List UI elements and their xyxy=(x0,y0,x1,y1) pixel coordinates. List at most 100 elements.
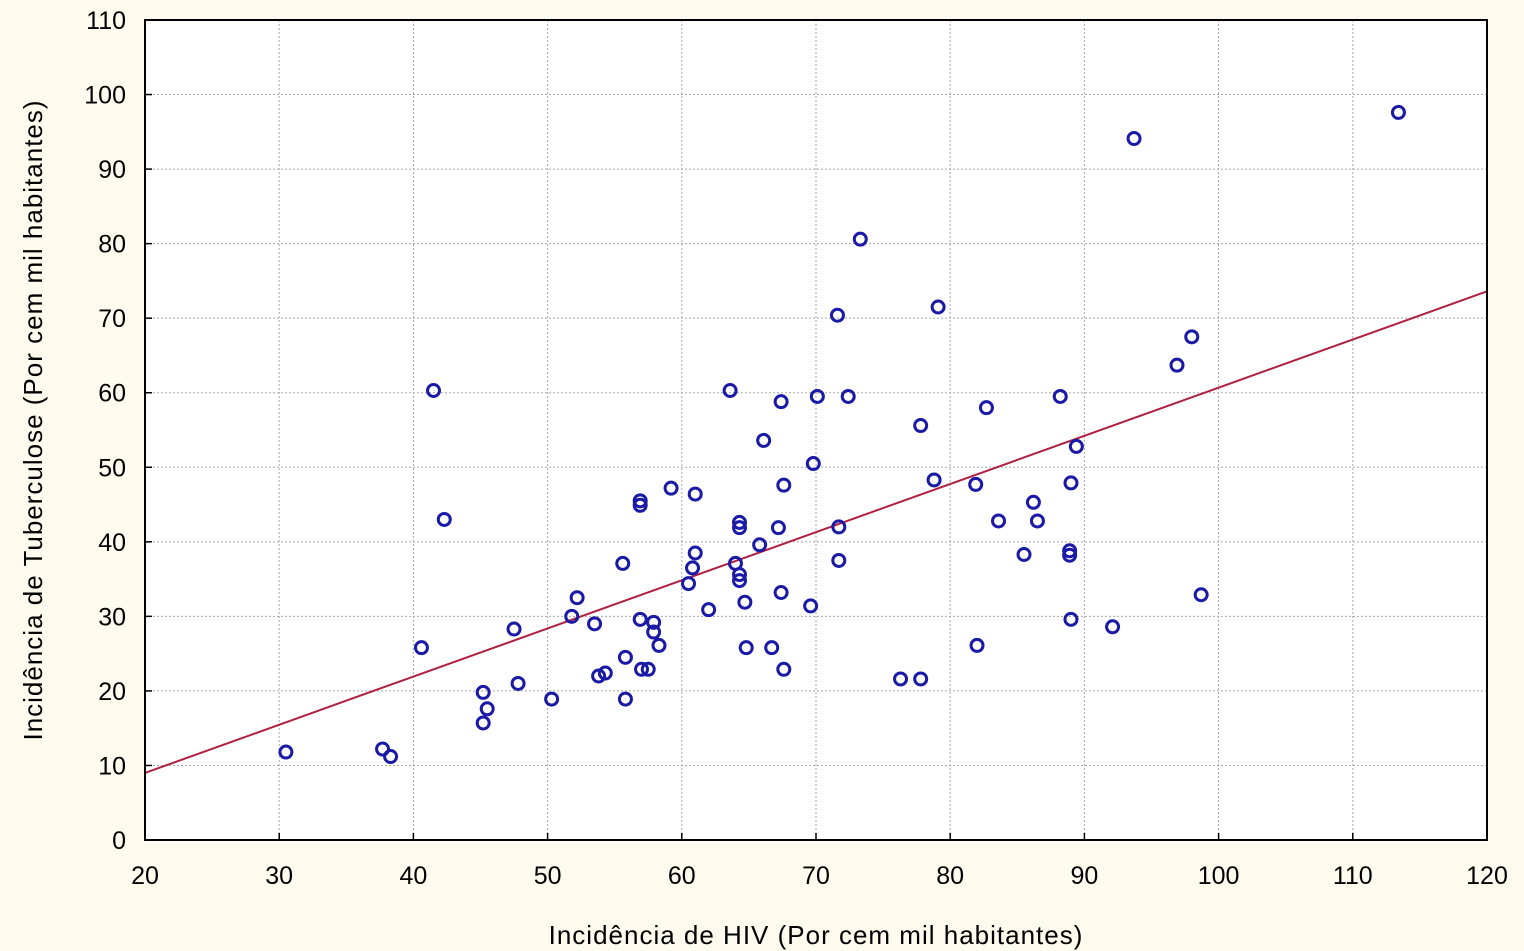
x-tick-label: 120 xyxy=(1466,862,1508,890)
data-point xyxy=(651,637,667,653)
y-tick-label: 110 xyxy=(86,7,126,35)
data-point xyxy=(776,661,792,677)
data-point xyxy=(634,661,650,677)
data-point xyxy=(426,382,442,398)
data-points xyxy=(278,104,1406,765)
data-point xyxy=(968,476,984,492)
data-point xyxy=(840,388,856,404)
data-point xyxy=(475,684,491,700)
data-point xyxy=(803,598,819,614)
data-point xyxy=(510,675,526,691)
data-point xyxy=(926,472,942,488)
data-point xyxy=(1193,587,1209,603)
data-point xyxy=(764,640,780,656)
data-point xyxy=(587,616,603,632)
x-tick-label: 40 xyxy=(399,862,427,890)
data-point xyxy=(913,418,929,434)
data-point xyxy=(831,552,847,568)
data-point xyxy=(1062,547,1078,563)
x-tick-label: 110 xyxy=(1333,862,1373,890)
grid xyxy=(145,20,1487,840)
data-point xyxy=(722,382,738,398)
data-point xyxy=(752,537,768,553)
y-tick-label: 100 xyxy=(84,82,126,110)
data-point xyxy=(1016,546,1032,562)
data-point xyxy=(687,486,703,502)
data-point xyxy=(413,640,429,656)
data-point xyxy=(893,671,909,687)
data-point xyxy=(776,477,792,493)
y-tick-label: 20 xyxy=(98,678,126,706)
data-point xyxy=(544,691,560,707)
data-point xyxy=(617,649,633,665)
data-point xyxy=(375,741,391,757)
y-tick-label: 70 xyxy=(98,305,126,333)
data-point xyxy=(1390,104,1406,120)
x-tick-label: 30 xyxy=(265,862,293,890)
data-point xyxy=(640,661,656,677)
y-tick-label: 60 xyxy=(98,380,126,408)
x-tick-label: 60 xyxy=(668,862,696,890)
data-point xyxy=(436,511,452,527)
x-tick-label: 90 xyxy=(1070,862,1098,890)
data-point xyxy=(278,744,294,760)
data-point xyxy=(701,602,717,618)
data-point xyxy=(732,567,748,583)
data-point xyxy=(1063,611,1079,627)
trend-line-group xyxy=(144,290,1488,774)
data-point xyxy=(829,307,845,323)
data-point xyxy=(738,640,754,656)
data-point xyxy=(773,394,789,410)
data-point xyxy=(1029,513,1045,529)
data-point xyxy=(969,637,985,653)
data-point xyxy=(978,400,994,416)
trend-line xyxy=(144,290,1488,774)
data-point xyxy=(681,576,697,592)
data-point xyxy=(732,520,748,536)
data-point xyxy=(913,671,929,687)
y-axis: 0 10 20 30 40 50 60 70 80 90 100 110 xyxy=(84,7,152,855)
data-point xyxy=(732,573,748,589)
x-tick-label: 70 xyxy=(802,862,830,890)
data-point xyxy=(737,594,753,610)
data-point xyxy=(1184,329,1200,345)
x-axis: 20 30 40 50 60 70 80 90 100 110 120 xyxy=(131,833,1508,890)
data-point xyxy=(809,388,825,404)
y-axis-title: Incidência de Tuberculose (Por cem mil h… xyxy=(18,99,48,740)
data-point xyxy=(756,432,772,448)
data-point xyxy=(617,691,633,707)
data-point xyxy=(852,231,868,247)
y-tick-label: 50 xyxy=(98,454,126,482)
y-tick-label: 10 xyxy=(98,752,126,780)
data-point xyxy=(770,520,786,536)
data-point xyxy=(383,749,399,765)
data-point xyxy=(1169,357,1185,373)
y-tick-label: 30 xyxy=(98,603,126,631)
data-point xyxy=(687,545,703,561)
data-point xyxy=(597,665,613,681)
data-point xyxy=(569,590,585,606)
x-tick-label: 100 xyxy=(1198,862,1240,890)
data-point xyxy=(564,608,580,624)
data-point xyxy=(991,513,1007,529)
data-point xyxy=(663,480,679,496)
data-point xyxy=(632,611,648,627)
data-point xyxy=(1063,475,1079,491)
data-point xyxy=(930,299,946,315)
data-point xyxy=(1068,438,1084,454)
y-tick-label: 0 xyxy=(112,827,126,855)
y-tick-label: 40 xyxy=(98,529,126,557)
data-point xyxy=(646,614,662,630)
y-tick-label: 90 xyxy=(98,156,126,184)
data-point xyxy=(685,560,701,576)
data-point xyxy=(831,519,847,535)
data-point xyxy=(732,514,748,530)
data-point xyxy=(805,456,821,472)
x-tick-label: 20 xyxy=(131,862,159,890)
data-point xyxy=(773,585,789,601)
data-point xyxy=(1126,131,1142,147)
data-point xyxy=(475,715,491,731)
data-point xyxy=(632,497,648,513)
data-point xyxy=(1052,388,1068,404)
x-tick-label: 80 xyxy=(936,862,964,890)
